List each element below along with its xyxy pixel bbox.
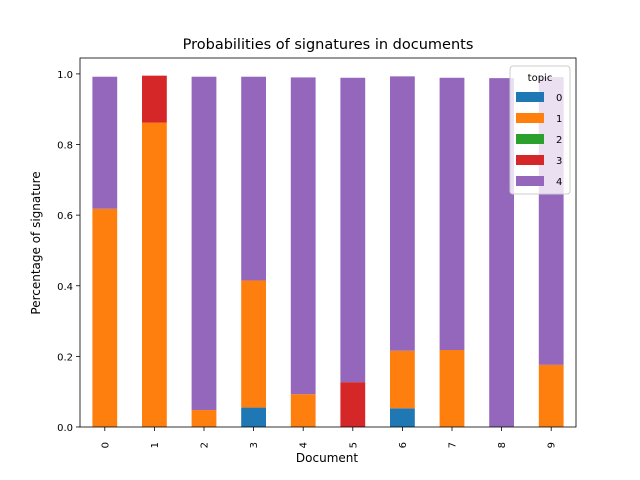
x-tick-label: 9 — [547, 442, 558, 448]
bar-doc2-topic1 — [191, 410, 217, 427]
y-tick-label: 1.0 — [57, 70, 73, 81]
y-tick-label: 0.8 — [57, 141, 73, 152]
x-tick-label: 6 — [398, 442, 409, 448]
y-axis-label: Percentage of signature — [29, 171, 43, 314]
bar-doc1-topic3 — [142, 75, 167, 123]
bar-doc5-topic4 — [340, 77, 366, 383]
x-tick-label: 7 — [448, 442, 459, 448]
legend-swatch-topic0 — [516, 92, 544, 102]
y-tick-label: 0.6 — [57, 211, 73, 222]
legend-label-topic1: 1 — [556, 114, 562, 125]
legend-label-topic4: 4 — [556, 177, 562, 188]
legend-swatch-topic4 — [516, 176, 544, 186]
x-tick-label: 4 — [299, 442, 310, 448]
legend-label-topic3: 3 — [556, 156, 562, 167]
plot-area: 0 1 2 3 4 5 6 7 8 9 0.0 0.2 0.4 0.6 0.8 1.0 — [57, 57, 577, 448]
legend-swatch-topic1 — [516, 113, 544, 123]
legend-label-topic0: 0 — [556, 93, 562, 104]
legend-swatch-topic3 — [516, 155, 544, 165]
bar-doc2-topic4 — [191, 76, 217, 411]
bar-doc3-topic4 — [241, 76, 266, 281]
x-tick-label: 2 — [200, 442, 211, 448]
legend-label-topic2: 2 — [556, 135, 562, 146]
bar-doc6-topic4 — [390, 76, 415, 351]
bar-doc3-topic0 — [241, 407, 266, 427]
x-tick-label: 1 — [150, 442, 161, 448]
bar-doc7-topic1 — [439, 350, 465, 427]
axes-frame — [79, 57, 577, 428]
bar-doc0-topic4 — [92, 76, 118, 209]
legend-title: topic — [528, 73, 553, 84]
bar-doc1-topic1 — [142, 122, 167, 427]
x-axis-label: Document — [296, 451, 358, 465]
bar-doc4-topic4 — [290, 77, 316, 395]
y-tick-label: 0.2 — [57, 352, 73, 363]
y-tick-label: 0.4 — [57, 282, 73, 293]
bar-doc3-topic1 — [241, 280, 266, 408]
x-tick-label: 8 — [497, 442, 508, 448]
x-tick-label: 0 — [100, 442, 111, 448]
bar-doc5-topic3 — [340, 382, 366, 427]
bar-doc6-topic1 — [390, 350, 415, 409]
x-tick-label: 5 — [348, 442, 359, 448]
legend-swatch-topic2 — [516, 134, 544, 144]
bar-doc7-topic4 — [439, 77, 465, 351]
y-tick-label: 0.0 — [57, 423, 73, 434]
legend-box — [509, 65, 571, 195]
chart-title: Probabilities of signatures in documents — [183, 37, 474, 53]
bar-doc0-topic1 — [92, 208, 118, 427]
bar-doc9-topic1 — [538, 364, 564, 427]
bar-doc6-topic0 — [390, 408, 415, 427]
x-tick-label: 3 — [249, 442, 260, 448]
bar-doc4-topic1 — [290, 394, 316, 427]
